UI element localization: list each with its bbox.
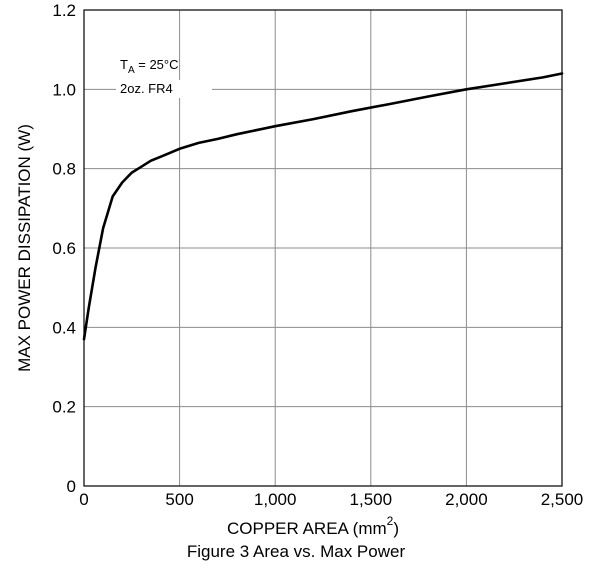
y-tick-label: 1.2: [52, 1, 76, 20]
plot-frame: [83, 9, 563, 487]
temp-symbol: T: [120, 57, 128, 72]
x-tick-label: 500: [165, 490, 193, 509]
x-axis-title-main: COPPER AREA (mm: [227, 519, 387, 538]
y-tick-labels: 0 0.2 0.4 0.6 0.8 1.0 1.2: [52, 1, 76, 496]
y-tick-label: 0.2: [52, 398, 76, 417]
annotation-temperature: TA = 25°C: [120, 57, 179, 76]
y-tick-label: 1.0: [52, 80, 76, 99]
x-tick-label: 2,000: [445, 490, 488, 509]
power-curve-series: [82, 72, 564, 341]
temp-subscript: A: [128, 65, 135, 76]
y-tick-label: 0.8: [52, 160, 76, 179]
x-axis-title-suffix: ): [393, 519, 399, 538]
x-tick-labels: 0 500 1,000 1,500 2,000 2,500: [79, 490, 583, 509]
annotation-background: [116, 80, 212, 98]
x-tick-label: 2,500: [541, 490, 584, 509]
annotation-board: 2oz. FR4: [120, 81, 173, 96]
temp-value: = 25°C: [135, 57, 179, 72]
x-axis-title-superscript: 2: [387, 514, 394, 528]
condition-annotation: TA = 25°C 2oz. FR4: [116, 57, 212, 98]
y-tick-label: 0: [67, 477, 76, 496]
series-points: [84, 73, 562, 339]
y-axis-title: MAX POWER DISSIPATION (W): [15, 124, 34, 372]
x-tick-label: 1,500: [350, 490, 393, 509]
y-tick-label: 0.6: [52, 239, 76, 258]
x-tick-label: 1,000: [254, 490, 297, 509]
y-tick-label: 0.4: [52, 318, 76, 337]
figure-caption: Figure 3 Area vs. Max Power: [187, 542, 406, 561]
x-axis-title: COPPER AREA (mm2): [227, 514, 399, 538]
x-tick-label: 0: [79, 490, 88, 509]
